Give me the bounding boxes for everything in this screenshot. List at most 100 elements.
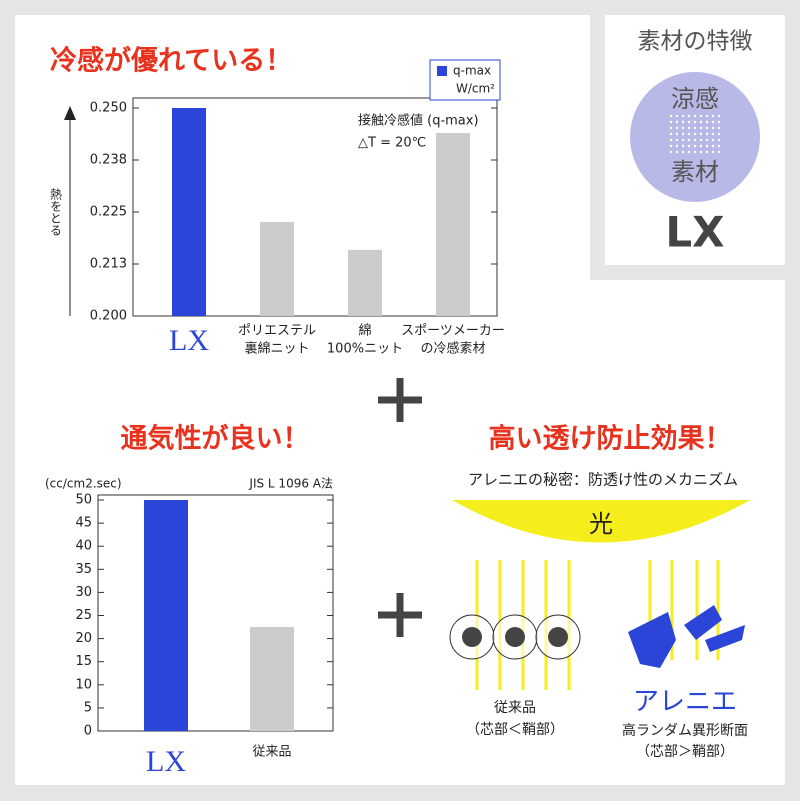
dot <box>687 138 691 142</box>
dot <box>711 132 715 136</box>
fiber-label: （芯部＜鞘部） <box>466 722 564 738</box>
x-tick-label: LX <box>169 324 209 357</box>
dot <box>669 126 673 130</box>
legend-label: q-max <box>453 64 491 78</box>
sidebar-title: 素材の特徴 <box>638 29 753 55</box>
y-tick-label: 20 <box>75 631 92 646</box>
dot <box>687 126 691 130</box>
chart-title: 通気性が良い！ <box>121 423 310 455</box>
dot <box>699 144 703 148</box>
x-tick-label: 100%ニット <box>327 342 403 357</box>
dot <box>675 120 679 124</box>
dot <box>705 114 709 118</box>
dot <box>693 114 697 118</box>
dot <box>699 114 703 118</box>
annotation: 接触冷感値 (q-max) <box>358 113 479 129</box>
fiber-label: 高ランダム異形断面 <box>622 722 748 739</box>
y-tick-label: 40 <box>75 539 92 554</box>
plot-frame <box>97 494 334 732</box>
bar <box>348 249 382 316</box>
plus <box>378 378 422 637</box>
dot <box>675 150 679 154</box>
fiber-label: 従来品 <box>494 700 536 716</box>
y-tick-label: 45 <box>75 516 92 531</box>
dot <box>717 144 721 148</box>
dot <box>699 120 703 124</box>
dot <box>693 138 697 142</box>
y-tick-label: 0 <box>84 724 92 739</box>
dot <box>687 114 691 118</box>
dot <box>669 138 673 142</box>
dot <box>693 132 697 136</box>
dot <box>705 144 709 148</box>
y-tick-label: 0.238 <box>90 153 127 168</box>
y-axis-label: 熱をとる <box>49 188 63 236</box>
dot <box>705 150 709 154</box>
dot <box>693 120 697 124</box>
y-tick-label: 0.250 <box>90 101 127 116</box>
dot <box>675 144 679 148</box>
dot <box>669 132 673 136</box>
plot-frame <box>132 97 498 317</box>
sidebar-name: LX <box>665 208 724 257</box>
badge <box>630 72 760 202</box>
dot <box>717 138 721 142</box>
dot <box>675 114 679 118</box>
light <box>452 500 750 543</box>
dot <box>717 132 721 136</box>
dot <box>687 132 691 136</box>
bar <box>260 221 294 316</box>
bar <box>144 500 188 731</box>
dot <box>681 120 685 124</box>
dot <box>687 150 691 154</box>
dot <box>669 114 673 118</box>
badge-dots <box>669 114 721 154</box>
bar <box>172 108 206 316</box>
dot <box>675 126 679 130</box>
dot <box>711 114 715 118</box>
dot <box>693 150 697 154</box>
bar <box>436 132 470 316</box>
y-arrow-head <box>64 106 76 120</box>
legend-label: W/cm² <box>456 82 495 96</box>
dot <box>681 126 685 130</box>
y-tick-label: 0.213 <box>90 257 127 272</box>
legend-swatch <box>437 66 447 76</box>
dot <box>675 138 679 142</box>
x-tick-label: ポリエステル <box>238 324 316 339</box>
x-tick-label: LX <box>146 745 186 778</box>
fiber-name: アレニエ <box>633 687 737 716</box>
dot <box>711 144 715 148</box>
dot <box>687 144 691 148</box>
dot <box>681 144 685 148</box>
dot <box>699 132 703 136</box>
dot <box>711 126 715 130</box>
dot <box>681 138 685 142</box>
dot <box>705 126 709 130</box>
dot <box>681 132 685 136</box>
dot <box>681 114 685 118</box>
y-tick-label: 50 <box>75 493 92 508</box>
x-tick-label: スポーツメーカー <box>401 324 505 339</box>
bar <box>250 627 294 731</box>
dot <box>717 114 721 118</box>
dot <box>675 132 679 136</box>
fiber-label: （芯部＞鞘部） <box>636 744 734 760</box>
dot <box>717 120 721 124</box>
y-tick-label: 0.225 <box>90 205 127 220</box>
y-tick-label: 15 <box>75 654 92 669</box>
x-tick-label: の冷感素材 <box>420 341 485 357</box>
dot <box>669 120 673 124</box>
x-tick-label: 綿 <box>358 324 371 339</box>
dot <box>711 150 715 154</box>
dot <box>705 132 709 136</box>
x-tick-label: 従来品 <box>252 745 291 760</box>
y-tick-label: 10 <box>75 677 92 692</box>
badge-text: 素材 <box>671 158 719 186</box>
y-tick-label: 5 <box>84 700 92 715</box>
dot <box>693 126 697 130</box>
fibers <box>449 605 745 668</box>
y-axis-label: (cc/cm2.sec) <box>45 477 122 491</box>
annotation: JIS L 1096 A法 <box>248 477 333 491</box>
y-tick-label: 30 <box>75 585 92 600</box>
